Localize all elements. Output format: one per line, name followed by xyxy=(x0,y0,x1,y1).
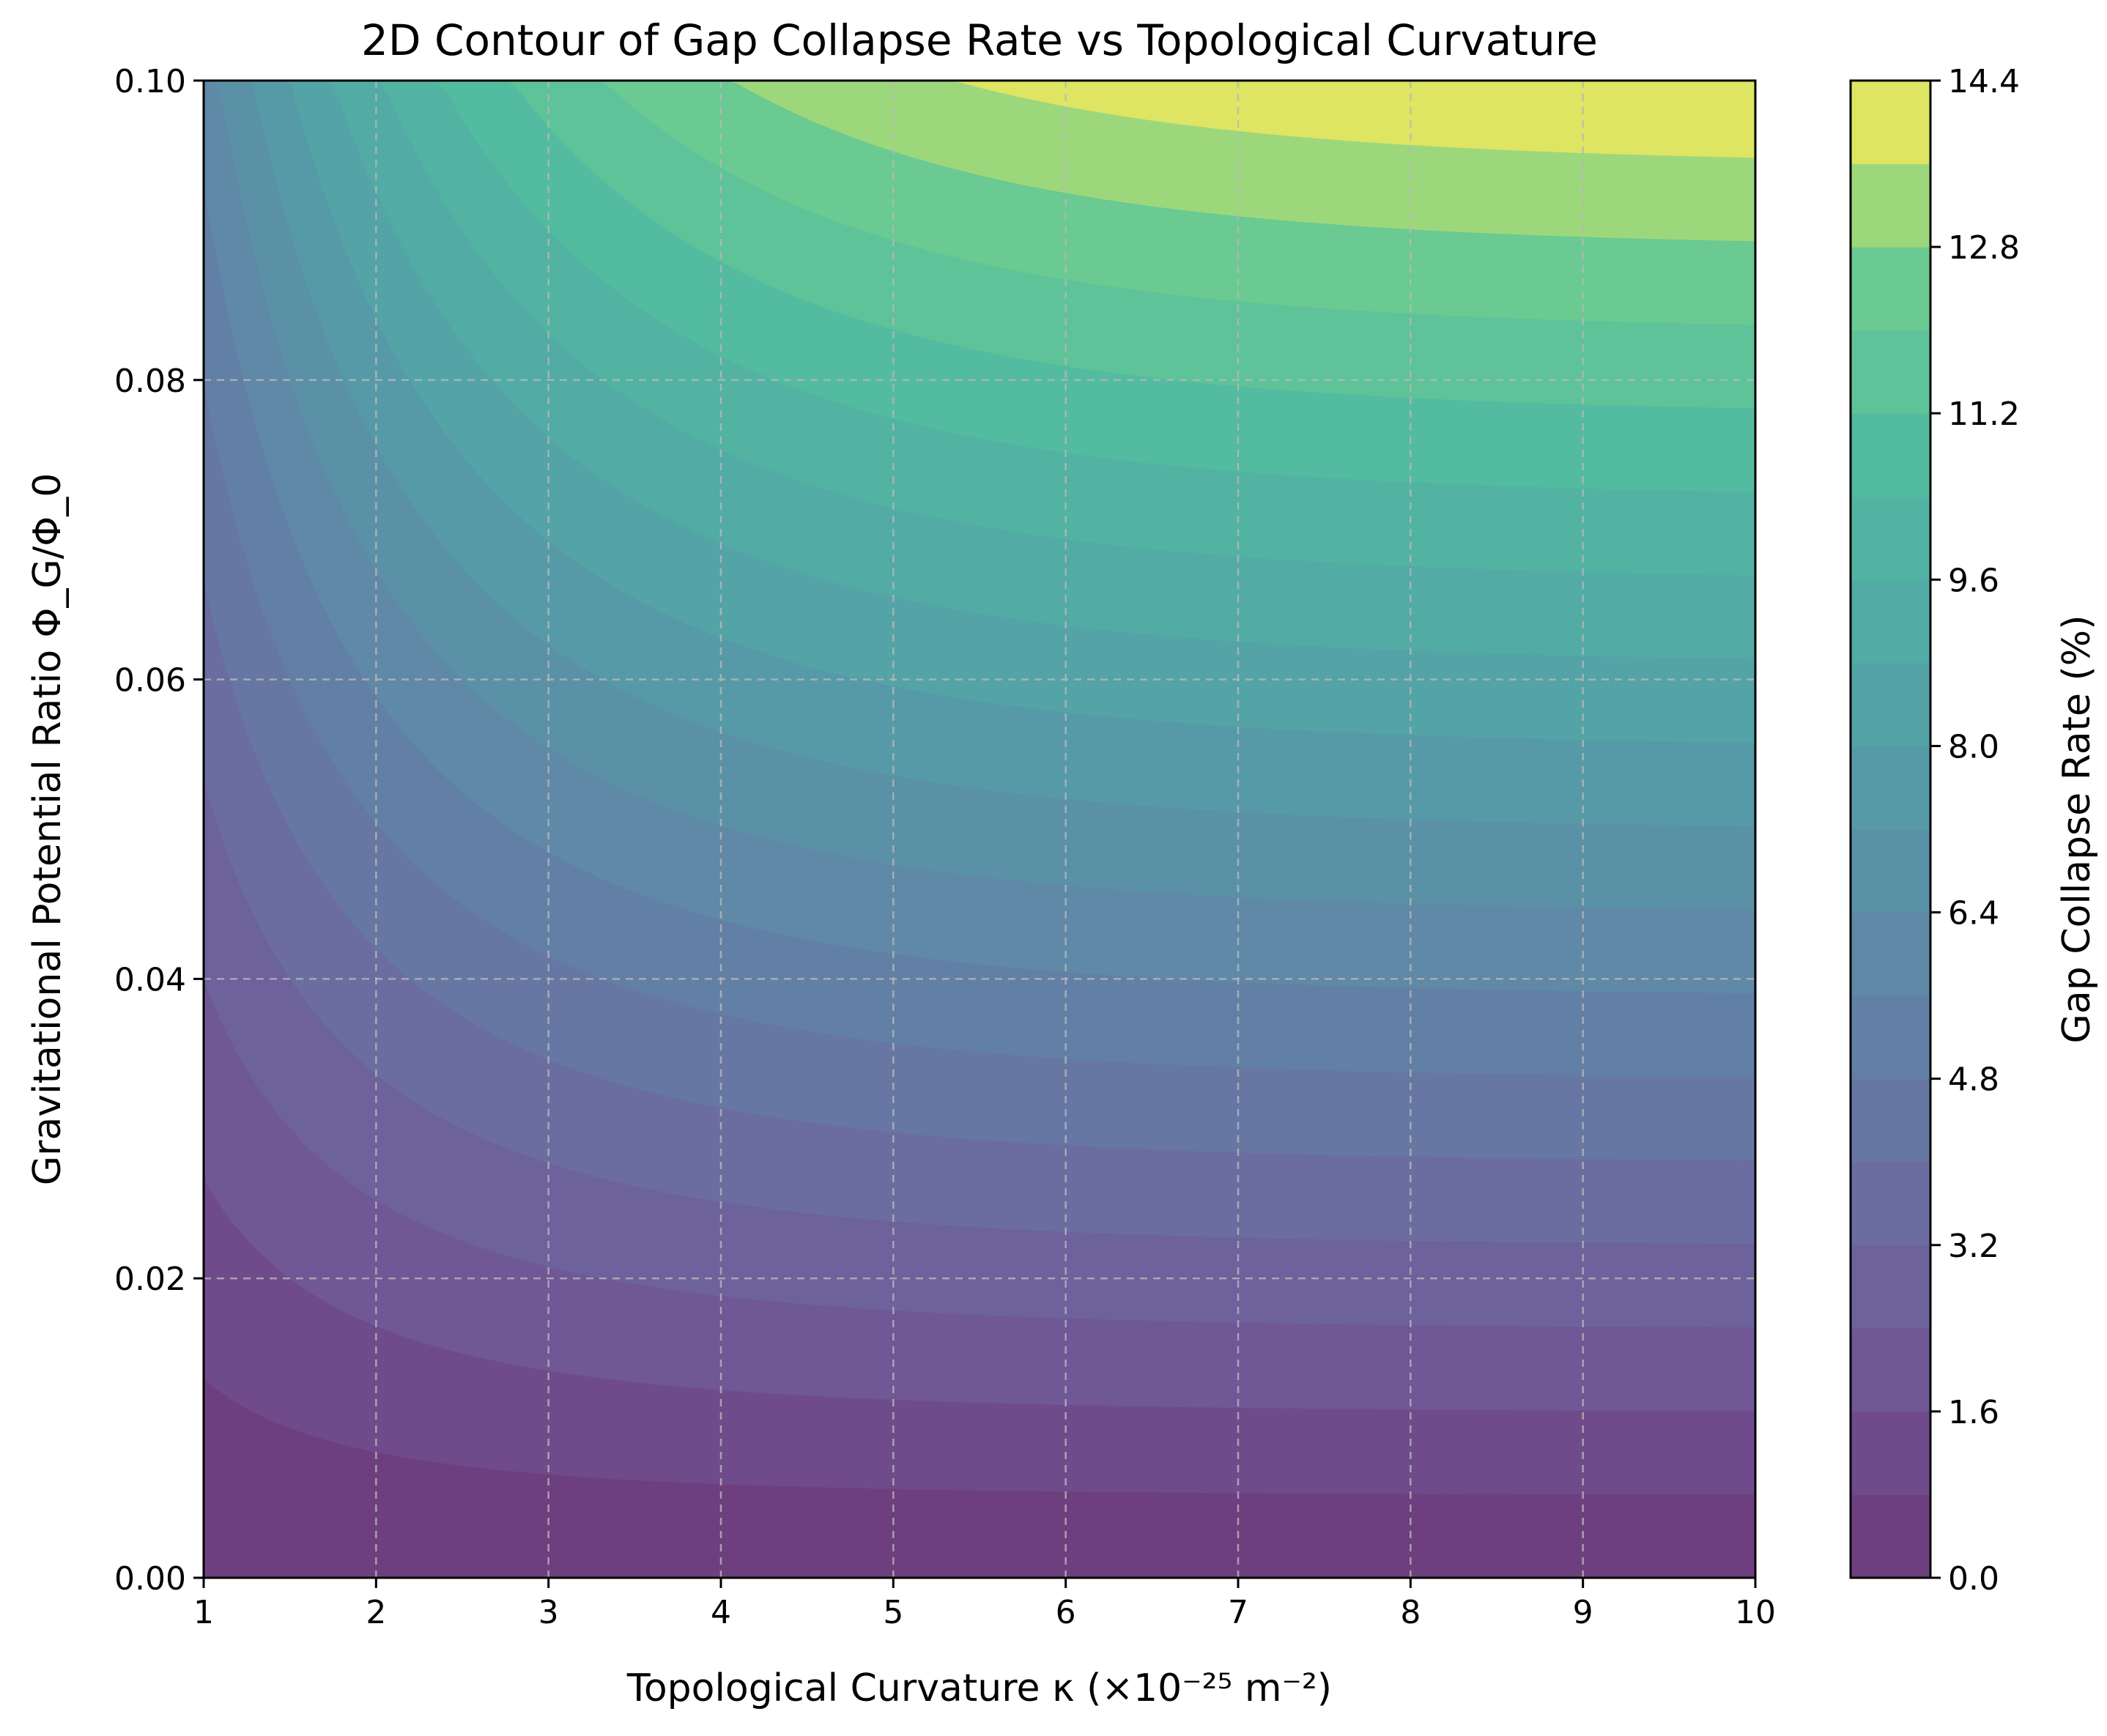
contour-fill xyxy=(204,81,1755,1578)
x-tick-label: 3 xyxy=(538,1594,559,1631)
x-tick-label: 9 xyxy=(1573,1594,1593,1631)
colorbar-swatch xyxy=(1851,496,1930,580)
grid-lines xyxy=(204,81,1755,1578)
colorbar xyxy=(1851,81,1930,1579)
y-tick-label: 0.02 xyxy=(114,1261,186,1298)
colorbar-swatch xyxy=(1851,1078,1930,1162)
colorbar-tick-label: 4.8 xyxy=(1948,1061,1999,1099)
y-tick-label: 0.10 xyxy=(114,63,186,100)
colorbar-frame xyxy=(1849,79,1932,1579)
plot-frame xyxy=(202,79,1757,1579)
colorbar-swatch xyxy=(1851,1162,1930,1246)
x-tick-label: 10 xyxy=(1735,1594,1776,1631)
colorbar-ticks: 0.0 1.6 3.2 4.8 6.4 8.0 9.6 11.2 12.8 14.4 xyxy=(1930,63,2020,1598)
y-tick-label: 0.08 xyxy=(114,363,186,400)
x-tick-label: 6 xyxy=(1056,1594,1076,1631)
colorbar-label: Gap Collapse Rate (%) xyxy=(2055,615,2099,1044)
x-axis: 1 2 3 4 5 6 7 8 9 10 xyxy=(193,1578,1776,1631)
x-tick-label: 4 xyxy=(711,1594,731,1631)
colorbar-tick-label: 0.0 xyxy=(1948,1560,1999,1598)
x-axis-label: Topological Curvature κ (×10⁻²⁵ m⁻²) xyxy=(626,1666,1332,1710)
colorbar-swatch xyxy=(1851,662,1930,747)
colorbar-swatch xyxy=(1851,995,1930,1080)
colorbar-tick-label: 1.6 xyxy=(1948,1394,1999,1431)
colorbar-swatch xyxy=(1851,163,1930,248)
x-tick-label: 2 xyxy=(366,1594,386,1631)
contour-band xyxy=(204,81,1755,325)
y-axis-label: Gravitational Potential Ratio Φ_G/Φ_0 xyxy=(26,473,70,1186)
chart-title: 2D Contour of Gap Collapse Rate vs Topol… xyxy=(361,15,1598,65)
colorbar-tick-label: 3.2 xyxy=(1948,1228,1999,1265)
colorbar-swatch xyxy=(1851,81,1930,165)
colorbar-swatch xyxy=(1851,413,1930,497)
colorbar-swatch xyxy=(1851,579,1930,664)
y-tick-label: 0.06 xyxy=(114,662,186,700)
x-tick-label: 1 xyxy=(193,1594,214,1631)
x-tick-label: 7 xyxy=(1228,1594,1248,1631)
x-tick-label: 8 xyxy=(1400,1594,1421,1631)
colorbar-tick-label: 6.4 xyxy=(1948,895,1999,932)
colorbar-tick-label: 14.4 xyxy=(1948,63,2020,100)
colorbar-swatch xyxy=(1851,1411,1930,1496)
colorbar-tick-label: 8.0 xyxy=(1948,728,1999,765)
colorbar-swatch xyxy=(1851,829,1930,913)
colorbar-swatch xyxy=(1851,746,1930,830)
colorbar-swatch xyxy=(1851,1244,1930,1329)
colorbar-tick-label: 9.6 xyxy=(1948,562,1999,599)
colorbar-swatch xyxy=(1851,247,1930,331)
y-axis: 0.00 0.02 0.04 0.06 0.08 0.10 xyxy=(114,63,204,1598)
colorbar-swatch xyxy=(1851,912,1930,996)
x-tick-label: 5 xyxy=(883,1594,903,1631)
contour-band xyxy=(204,81,1755,158)
colorbar-swatch xyxy=(1851,330,1930,414)
y-tick-label: 0.00 xyxy=(114,1560,186,1598)
colorbar-swatch xyxy=(1851,1328,1930,1412)
colorbar-swatch xyxy=(1851,1494,1930,1579)
contour-band xyxy=(204,81,1755,242)
colorbar-tick-label: 11.2 xyxy=(1948,396,2020,433)
colorbar-tick-label: 12.8 xyxy=(1948,229,2020,267)
y-tick-label: 0.04 xyxy=(114,961,186,998)
